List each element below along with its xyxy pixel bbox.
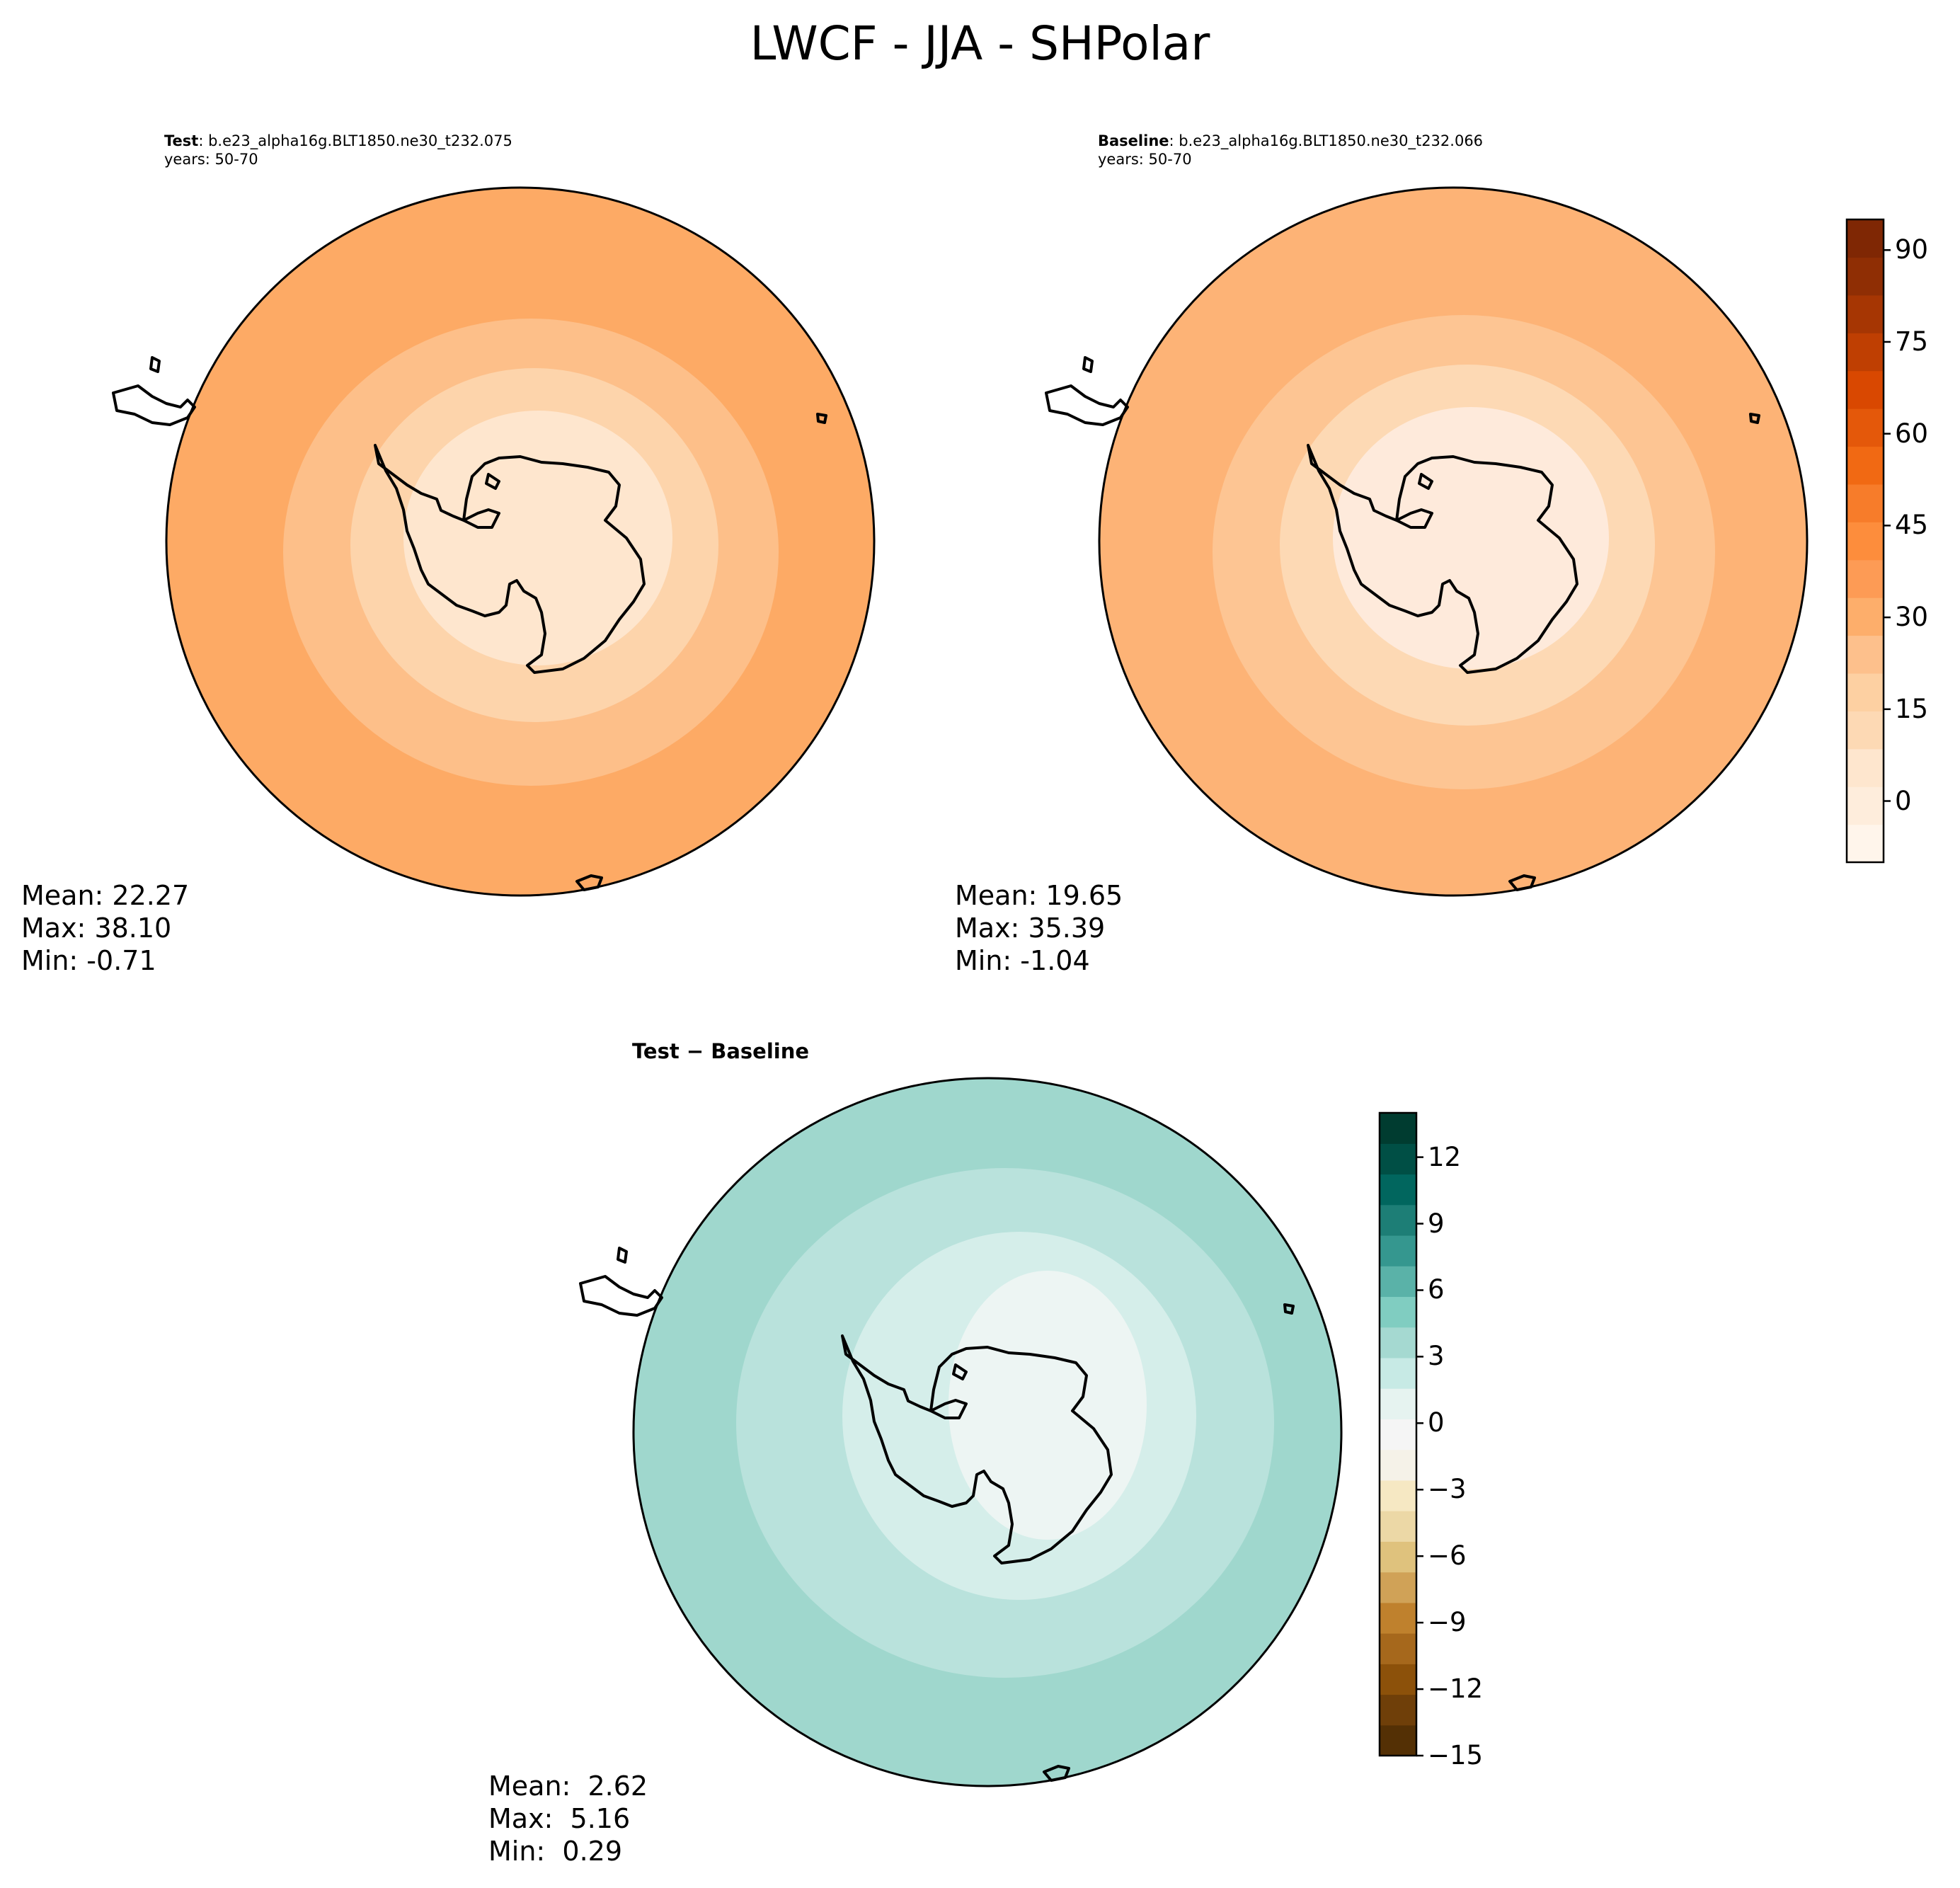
lwcf-colorbar-segment	[1847, 294, 1884, 333]
diff-map	[579, 1077, 1343, 1787]
lwcf-colorbar-segment	[1847, 711, 1884, 750]
diff-mean: Mean: 2.62	[488, 1770, 648, 1802]
baseline-max: Max: 35.39	[955, 912, 1106, 944]
diff-colorbar-tick-label: 6	[1428, 1274, 1445, 1305]
diff-colorbar-segment	[1380, 1357, 1416, 1389]
diff-panel-title: Test − Baseline	[632, 1039, 810, 1063]
baseline-map-band-4	[1333, 407, 1609, 669]
diff-colorbar-segment	[1380, 1388, 1416, 1419]
test-min: Min: -0.71	[21, 945, 156, 976]
diff-colorbar-segment	[1380, 1296, 1416, 1328]
test-years: years: 50-70	[164, 151, 258, 168]
diff-colorbar-segment	[1380, 1327, 1416, 1358]
test-map-boundary	[165, 186, 876, 897]
diff-min: Min: 0.29	[488, 1836, 622, 1867]
lwcf-colorbar-segment	[1847, 333, 1884, 372]
baseline-case-name: : b.e23_alpha16g.BLT1850.ne30_t232.066	[1169, 132, 1484, 149]
diff-colorbar-segment	[1380, 1511, 1416, 1542]
diff-colorbar-segment	[1380, 1235, 1416, 1266]
diff-colorbar-tick-label: −6	[1428, 1540, 1467, 1572]
lwcf-colorbar-segment	[1847, 370, 1884, 409]
lwcf-colorbar-tick-label: 0	[1895, 785, 1912, 816]
diff-colorbar-segment	[1380, 1572, 1416, 1603]
lwcf-colorbar-tick-label: 75	[1895, 326, 1929, 357]
test-label: Test	[164, 132, 199, 149]
lwcf-colorbar-segment	[1847, 635, 1884, 674]
diff-colorbar-segment	[1380, 1480, 1416, 1511]
lwcf-colorbar-segment	[1847, 824, 1884, 863]
diff-colorbar	[1378, 1111, 1423, 1757]
diff-colorbar-segment	[1380, 1664, 1416, 1695]
diff-colorbar-segment	[1380, 1449, 1416, 1481]
diff-colorbar-tick-label: 3	[1428, 1341, 1445, 1372]
diff-colorbar-tick-label: 9	[1428, 1208, 1445, 1239]
lwcf-colorbar-tick-label: 30	[1895, 602, 1929, 633]
test-max: Max: 38.10	[21, 912, 172, 944]
diff-colorbar-segment	[1380, 1694, 1416, 1726]
lwcf-colorbar-segment	[1847, 257, 1884, 296]
diff-colorbar-tick-label: −15	[1428, 1740, 1484, 1770]
lwcf-colorbar-segment	[1847, 786, 1884, 825]
test-mean: Mean: 22.27	[21, 880, 190, 911]
diff-colorbar-tick-label: 0	[1428, 1407, 1445, 1438]
baseline-panel-title: Baseline: b.e23_alpha16g.BLT1850.ne30_t2…	[1098, 132, 1483, 168]
lwcf-colorbar-segment	[1847, 597, 1884, 636]
baseline-stats: Mean: 19.65 Max: 35.39 Min: -1.04	[955, 879, 1123, 977]
lwcf-colorbar-tick-label: 15	[1895, 693, 1929, 724]
diff-map-boundary	[632, 1077, 1343, 1787]
diff-colorbar-tick-label: −12	[1428, 1674, 1484, 1705]
lwcf-colorbar-tick-label: 90	[1895, 234, 1929, 265]
baseline-years: years: 50-70	[1098, 151, 1192, 168]
lwcf-colorbar	[1845, 218, 1891, 864]
test-panel-title: Test: b.e23_alpha16g.BLT1850.ne30_t232.0…	[164, 132, 512, 168]
lwcf-colorbar-segment	[1847, 748, 1884, 787]
diff-colorbar-segment	[1380, 1266, 1416, 1298]
diff-colorbar-frame	[1378, 1111, 1418, 1757]
lwcf-colorbar-tick-label: 60	[1895, 418, 1929, 449]
lwcf-colorbar-segment	[1847, 446, 1884, 485]
baseline-map-boundary	[1098, 186, 1809, 897]
lwcf-colorbar-segment	[1847, 484, 1884, 522]
diff-colorbar-tick-label: 12	[1428, 1141, 1462, 1172]
diff-map-band-4	[949, 1271, 1147, 1540]
diff-colorbar-segment	[1380, 1143, 1416, 1175]
test-case-name: : b.e23_alpha16g.BLT1850.ne30_t232.075	[198, 132, 512, 149]
diff-stats: Mean: 2.62 Max: 5.16 Min: 0.29	[488, 1770, 648, 1867]
lwcf-colorbar-segment	[1847, 408, 1884, 447]
diff-colorbar-segment	[1380, 1204, 1416, 1236]
test-stats: Mean: 22.27 Max: 38.10 Min: -0.71	[21, 879, 189, 977]
diff-colorbar-segment	[1380, 1541, 1416, 1573]
diff-colorbar-segment	[1380, 1113, 1416, 1144]
diff-colorbar-tick-label: −9	[1428, 1607, 1467, 1638]
diff-colorbar-segment	[1380, 1174, 1416, 1206]
diff-colorbar-segment	[1380, 1602, 1416, 1634]
baseline-map	[1045, 186, 1809, 897]
lwcf-colorbar-segment	[1847, 522, 1884, 561]
lwcf-colorbar-segment	[1847, 559, 1884, 598]
lwcf-colorbar-segment	[1847, 219, 1884, 258]
diff-colorbar-segment	[1380, 1633, 1416, 1664]
baseline-label: Baseline	[1098, 132, 1169, 149]
lwcf-colorbar-segment	[1847, 673, 1884, 711]
diff-colorbar-segment	[1380, 1419, 1416, 1451]
lwcf-colorbar-frame	[1845, 218, 1885, 864]
figure-title: LWCF - JJA - SHPolar	[750, 16, 1210, 71]
diff-colorbar-tick-label: −3	[1428, 1474, 1467, 1505]
test-map	[112, 186, 876, 897]
test-map-band-4	[403, 411, 672, 665]
diff-colorbar-segment	[1380, 1724, 1416, 1756]
baseline-mean: Mean: 19.65	[955, 880, 1123, 911]
baseline-min: Min: -1.04	[955, 945, 1090, 976]
diff-max: Max: 5.16	[488, 1803, 631, 1834]
lwcf-colorbar-tick-label: 45	[1895, 510, 1929, 541]
